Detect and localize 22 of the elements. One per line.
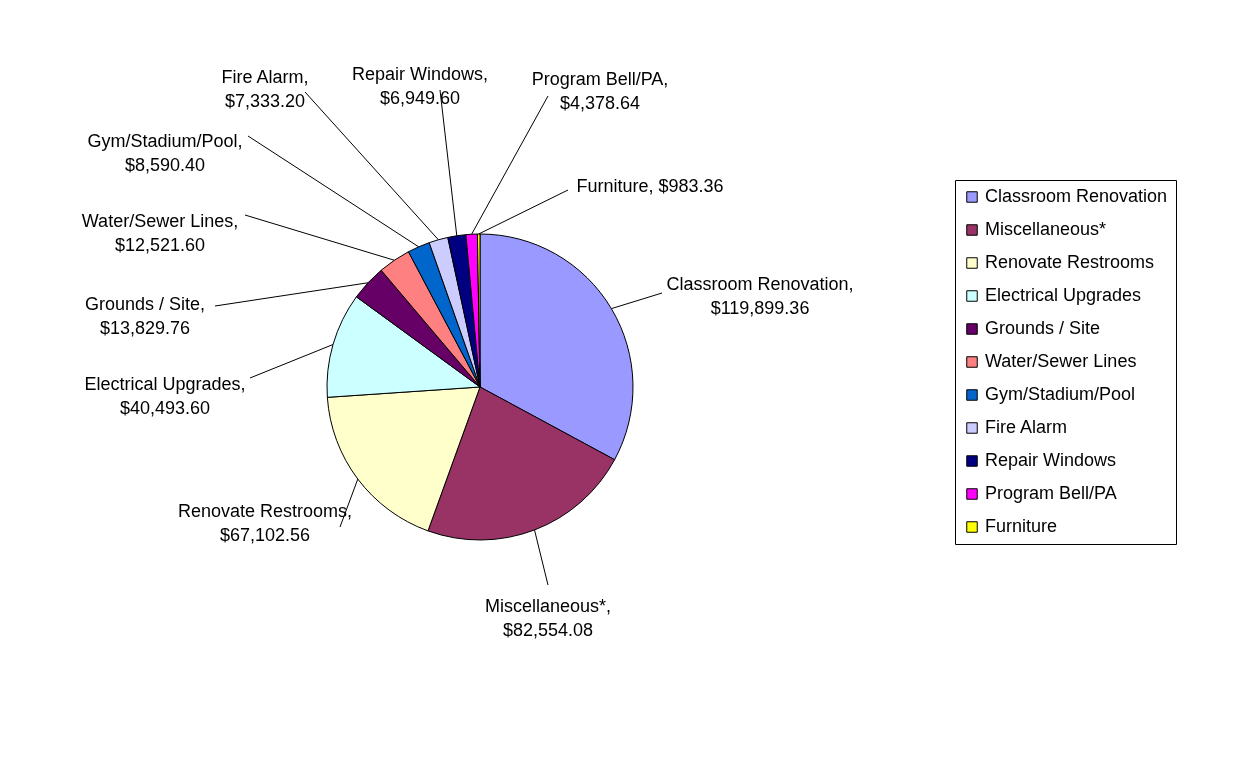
legend-label: Gym/Stadium/Pool	[985, 384, 1136, 404]
data-label: Grounds / Site, $13,829.76	[84, 294, 206, 338]
data-label: Water/Sewer Lines, $12,521.60	[81, 211, 239, 255]
data-label: Miscellaneous*, $82,554.08	[484, 596, 612, 640]
data-label: Program Bell/PA, $4,378.64	[531, 69, 669, 113]
legend-label: Water/Sewer Lines	[985, 351, 1137, 371]
legend-label: Renovate Restrooms	[985, 252, 1155, 272]
legend-label: Repair Windows	[985, 450, 1117, 470]
legend-label: Fire Alarm	[985, 417, 1068, 437]
data-label: Electrical Upgrades, $40,493.60	[84, 374, 246, 418]
legend-label: Grounds / Site	[985, 318, 1101, 338]
data-label: Gym/Stadium/Pool, $8,590.40	[87, 131, 243, 175]
data-label: Classroom Renovation, $119,899.36	[666, 274, 854, 318]
legend-label: Classroom Renovation	[985, 186, 1168, 206]
legend-label: Furniture	[985, 516, 1058, 536]
legend-label: Electrical Upgrades	[985, 285, 1142, 305]
legend-label: Miscellaneous*	[985, 219, 1107, 239]
data-label: Repair Windows, $6,949.60	[351, 64, 489, 108]
data-label: Furniture, $983.36	[576, 176, 724, 196]
legend-label: Program Bell/PA	[985, 483, 1117, 503]
data-label: Fire Alarm, $7,333.20	[221, 67, 309, 111]
data-label: Renovate Restrooms, $67,102.56	[177, 501, 353, 545]
